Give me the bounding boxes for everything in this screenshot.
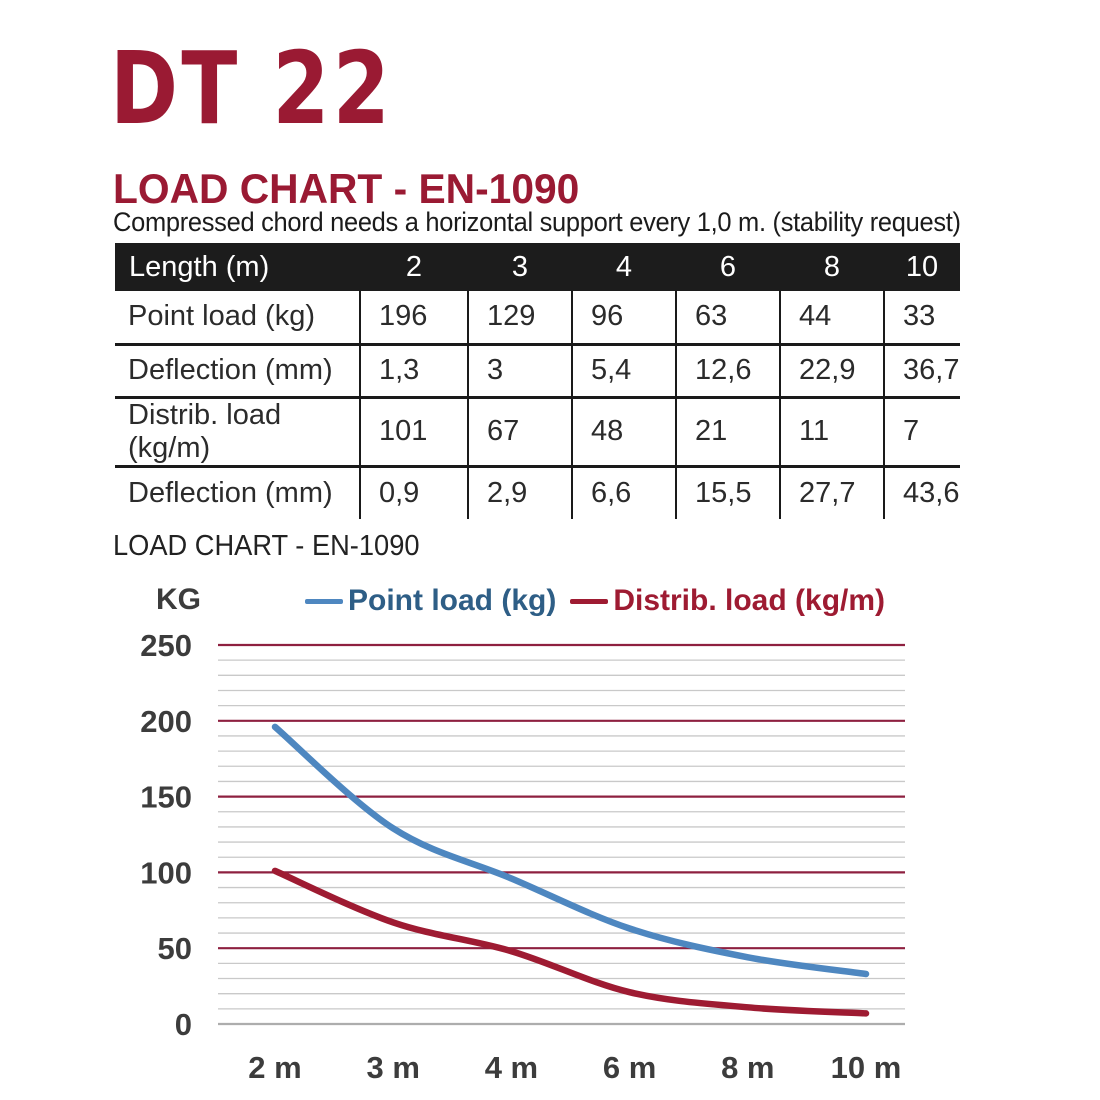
table-cell: 63 <box>676 291 781 346</box>
table-cell: 22,9 <box>780 344 885 399</box>
table-header-col: 10 <box>884 243 960 291</box>
table-cell: 27,7 <box>780 466 885 519</box>
table-header-col: 8 <box>780 243 884 291</box>
table-header-col: 2 <box>360 243 468 291</box>
point-load-legend-dash-icon <box>305 598 343 604</box>
table-cell: 96 <box>572 291 677 346</box>
axis-tick-label: 150 <box>140 780 192 815</box>
table-cell: 67 <box>468 397 573 468</box>
table-cell: 36,7 <box>884 344 960 399</box>
y-axis-unit-label: KG <box>156 583 201 616</box>
load-chart-svg: 0 50 100 150 200 250 2 m 3 m 4 m 6 m 8 m 10 m <box>140 628 905 1085</box>
table-header-label: Length (m) <box>115 243 360 291</box>
table-row-label: Deflection (mm) <box>115 344 361 399</box>
table-cell: 21 <box>676 397 781 468</box>
section-subtitle: Compressed chord needs a horizontal supp… <box>113 207 961 237</box>
table-cell: 15,5 <box>676 466 781 519</box>
series-line-distrib-load-kg-m- <box>271 867 870 1017</box>
table-cell: 101 <box>360 397 469 468</box>
load-table: Length (m) 2 3 4 6 8 10 Point load (kg) … <box>115 243 960 519</box>
chart-legend: Point load (kg) Distrib. load (kg/m) <box>305 584 885 618</box>
axis-tick-label: 200 <box>140 704 192 739</box>
axis-tick-label: 10 m <box>831 1050 902 1085</box>
table-cell: 129 <box>468 291 573 346</box>
series-line-point-load-kg- <box>271 723 870 978</box>
table-row-label: Deflection (mm) <box>115 466 361 519</box>
table-cell: 0,9 <box>360 466 469 519</box>
table-cell: 33 <box>884 291 960 346</box>
table-header-col: 3 <box>468 243 572 291</box>
table-header-col: 4 <box>572 243 676 291</box>
axis-tick-label: 0 <box>175 1007 192 1042</box>
distrib-load-legend-dash-icon <box>570 598 609 604</box>
table-row-label: Point load (kg) <box>115 291 361 346</box>
axis-tick-label: 8 m <box>721 1050 774 1085</box>
table-cell: 7 <box>884 397 960 468</box>
table-cell: 2,9 <box>468 466 573 519</box>
table-cell: 44 <box>780 291 885 346</box>
table-row: Point load (kg) 196 129 96 63 44 33 <box>115 291 960 346</box>
table-cell: 5,4 <box>572 344 677 399</box>
table-cell: 11 <box>780 397 885 468</box>
axis-tick-label: 100 <box>140 855 192 890</box>
point-load-legend-label: Point load (kg) <box>348 584 557 617</box>
axis-tick-label: 4 m <box>485 1050 538 1085</box>
table-cell: 12,6 <box>676 344 781 399</box>
table-cell: 3 <box>468 344 573 399</box>
axis-tick-label: 2 m <box>248 1050 301 1085</box>
table-row-label: Distrib. load (kg/m) <box>115 397 361 468</box>
axis-tick-label: 250 <box>140 628 192 663</box>
table-row: Deflection (mm) 1,3 3 5,4 12,6 22,9 36,7 <box>115 344 960 399</box>
table-cell: 43,6 <box>884 466 960 519</box>
table-cell: 196 <box>360 291 469 346</box>
page-title: DT 22 <box>110 30 394 147</box>
table-row: Deflection (mm) 0,9 2,9 6,6 15,5 27,7 43… <box>115 466 960 519</box>
table-cell: 6,6 <box>572 466 677 519</box>
table-header-col: 6 <box>676 243 780 291</box>
table-cell: 1,3 <box>360 344 469 399</box>
table-header-row: Length (m) 2 3 4 6 8 10 <box>115 243 960 291</box>
section-heading: LOAD CHART - EN-1090 <box>113 165 580 212</box>
axis-tick-label: 6 m <box>603 1050 656 1085</box>
axis-tick-label: 50 <box>158 931 192 966</box>
chart-heading: LOAD CHART - EN-1090 <box>113 530 420 562</box>
axis-tick-label: 3 m <box>366 1050 419 1085</box>
distrib-load-legend-label: Distrib. load (kg/m) <box>613 584 886 617</box>
table-cell: 48 <box>572 397 677 468</box>
table-row: Distrib. load (kg/m) 101 67 48 21 11 7 <box>115 397 960 468</box>
